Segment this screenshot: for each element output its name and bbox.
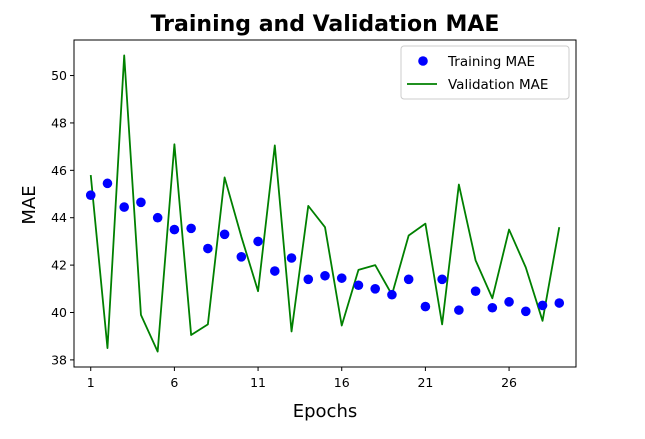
x-tick-label: 6 <box>170 375 178 390</box>
training-mae-point <box>253 236 263 247</box>
training-mae-point <box>270 266 280 276</box>
y-tick-label: 42 <box>51 258 67 273</box>
training-mae-point <box>353 280 364 291</box>
training-mae-point <box>320 270 330 281</box>
training-mae-point <box>219 229 230 240</box>
x-tick-label: 1 <box>87 375 95 390</box>
training-mae-point <box>403 274 414 285</box>
legend: Training MAE Validation MAE <box>400 45 570 100</box>
training-mae-point <box>85 190 96 201</box>
training-mae-point <box>487 302 498 313</box>
training-mae-point <box>387 289 397 300</box>
training-mae-point <box>554 298 565 308</box>
legend-validation-label: Validation MAE <box>448 77 548 93</box>
x-tick-label: 21 <box>417 375 433 390</box>
chart-title: Training and Validation MAE <box>151 12 500 37</box>
legend-training-label: Training MAE <box>447 54 535 70</box>
training-mae-point <box>169 224 180 235</box>
x-tick-label: 16 <box>334 375 350 390</box>
training-mae-point <box>420 301 431 312</box>
plot-frame <box>73 39 577 368</box>
training-mae-point <box>521 306 531 317</box>
y-tick-label: 44 <box>51 210 67 225</box>
training-mae-point <box>537 300 548 311</box>
training-mae-point <box>119 202 129 212</box>
x-tick-label: 26 <box>501 375 517 390</box>
training-mae-point <box>470 286 481 296</box>
training-mae-point <box>152 212 163 223</box>
training-mae-point <box>286 253 297 263</box>
training-mae-point <box>136 197 146 208</box>
x-tick-label: 11 <box>250 375 266 390</box>
y-tick-label: 46 <box>51 163 67 178</box>
y-tick-label: 48 <box>51 115 67 130</box>
legend-box <box>400 45 570 100</box>
y-axis-label: MAE <box>19 185 40 224</box>
training-mae-point <box>336 273 347 283</box>
training-mae-point <box>370 284 381 294</box>
y-tick-label: 50 <box>51 68 67 83</box>
training-mae-point <box>437 274 447 285</box>
y-tick-label: 38 <box>51 352 67 367</box>
training-mae-point <box>454 305 464 315</box>
training-mae-point <box>303 274 314 285</box>
validation-mae-line <box>89 54 561 353</box>
training-mae-point <box>504 297 514 307</box>
x-axis-label: Epochs <box>293 401 358 422</box>
y-tick-label: 40 <box>51 305 67 320</box>
legend-training-marker <box>418 56 428 66</box>
training-mae-point <box>186 223 196 234</box>
training-mae-point <box>102 178 113 189</box>
training-mae-point <box>236 252 247 262</box>
training-mae-point <box>203 243 213 254</box>
series-layer <box>85 54 565 353</box>
